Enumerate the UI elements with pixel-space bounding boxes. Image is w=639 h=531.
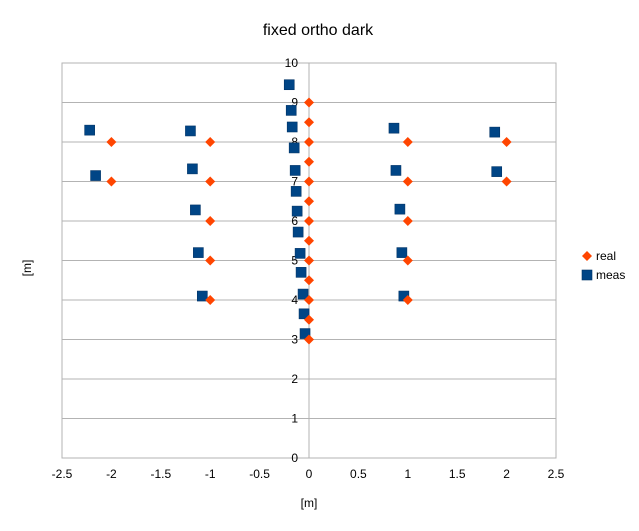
meas-point bbox=[187, 163, 198, 175]
x-tick-label: 0 bbox=[306, 467, 313, 481]
real-point bbox=[205, 295, 216, 305]
meas-point bbox=[185, 125, 196, 137]
real-point bbox=[205, 255, 216, 266]
y-axis-label: [m] bbox=[20, 260, 34, 277]
real-point bbox=[205, 216, 216, 226]
meas-point bbox=[288, 142, 300, 154]
y-tick-label: 5 bbox=[291, 254, 298, 268]
meas-point bbox=[292, 226, 304, 238]
meas-point bbox=[283, 79, 295, 91]
meas-point bbox=[394, 203, 406, 215]
real-point bbox=[304, 156, 314, 167]
real-point bbox=[402, 255, 413, 266]
y-tick-label: 6 bbox=[291, 214, 298, 228]
real-point bbox=[304, 97, 314, 108]
real-point bbox=[402, 295, 413, 305]
meas-point bbox=[298, 308, 310, 320]
legend-label-meas: meas bbox=[596, 268, 625, 282]
real-point bbox=[304, 295, 314, 305]
data-points bbox=[84, 79, 512, 345]
meas-point bbox=[396, 247, 408, 258]
real-point bbox=[304, 176, 314, 187]
real-point bbox=[304, 117, 314, 128]
real-point bbox=[304, 334, 314, 345]
meas-point bbox=[84, 124, 95, 136]
x-tick-labels: -2.5 -2 -1.5 -1 -0.5 0 0.5 1 1.5 2 2.5 bbox=[52, 467, 565, 481]
meas-point bbox=[297, 288, 309, 300]
legend-marker-meas bbox=[581, 269, 593, 281]
y-tick-label: 3 bbox=[291, 333, 298, 347]
real-point bbox=[402, 216, 413, 226]
x-tick-label: -1 bbox=[205, 467, 216, 481]
real-point bbox=[501, 176, 512, 187]
chart-title: fixed ortho dark bbox=[263, 22, 374, 39]
meas-point bbox=[90, 170, 101, 181]
meas-point bbox=[291, 205, 303, 217]
meas-point bbox=[390, 165, 402, 176]
meas-point bbox=[294, 248, 306, 259]
y-tick-label: 10 bbox=[285, 56, 299, 70]
real-point bbox=[304, 137, 314, 147]
y-tick-label: 4 bbox=[291, 293, 298, 307]
meas-point bbox=[290, 186, 302, 197]
y-tick-label: 1 bbox=[291, 412, 298, 426]
real-point bbox=[106, 176, 117, 187]
real-point bbox=[501, 137, 512, 147]
meas-point bbox=[286, 121, 298, 133]
meas-point bbox=[285, 105, 297, 116]
y-tick-label: 7 bbox=[291, 175, 298, 189]
real-point bbox=[106, 137, 117, 147]
y-tick-label: 0 bbox=[291, 451, 298, 465]
meas-point bbox=[388, 122, 400, 134]
real-point bbox=[304, 275, 314, 286]
meas-point bbox=[489, 126, 501, 138]
real-point bbox=[304, 235, 314, 246]
real-point bbox=[304, 314, 314, 325]
real-point bbox=[304, 216, 314, 226]
meas-point bbox=[196, 290, 208, 302]
x-tick-label: -2 bbox=[106, 467, 117, 481]
x-tick-label: 1 bbox=[404, 467, 411, 481]
x-tick-label: -2.5 bbox=[52, 467, 73, 481]
real-point bbox=[402, 176, 413, 187]
x-tick-label: 1.5 bbox=[449, 467, 466, 481]
real-point bbox=[304, 255, 314, 266]
legend: real meas bbox=[581, 249, 625, 282]
x-tick-label: 2 bbox=[503, 467, 510, 481]
meas-point bbox=[190, 204, 201, 216]
real-point bbox=[205, 176, 216, 187]
x-tick-label: 0.5 bbox=[350, 467, 367, 481]
real-point bbox=[402, 137, 413, 147]
meas-point bbox=[295, 267, 307, 278]
y-tick-label: 9 bbox=[291, 96, 298, 110]
x-axis-label: [m] bbox=[301, 496, 318, 510]
real-point bbox=[304, 196, 314, 207]
legend-marker-real bbox=[582, 251, 592, 261]
x-tick-label: 2.5 bbox=[548, 467, 565, 481]
meas-point bbox=[193, 247, 204, 258]
y-tick-labels: 0 1 2 3 4 5 6 7 8 9 10 bbox=[285, 56, 299, 465]
real-point bbox=[205, 137, 216, 147]
legend-label-real: real bbox=[596, 249, 616, 263]
x-tick-label: -0.5 bbox=[249, 467, 270, 481]
meas-point bbox=[491, 166, 503, 177]
meas-point bbox=[289, 165, 301, 176]
y-tick-label: 8 bbox=[291, 135, 298, 149]
x-tick-label: -1.5 bbox=[150, 467, 171, 481]
y-tick-label: 2 bbox=[291, 372, 298, 386]
